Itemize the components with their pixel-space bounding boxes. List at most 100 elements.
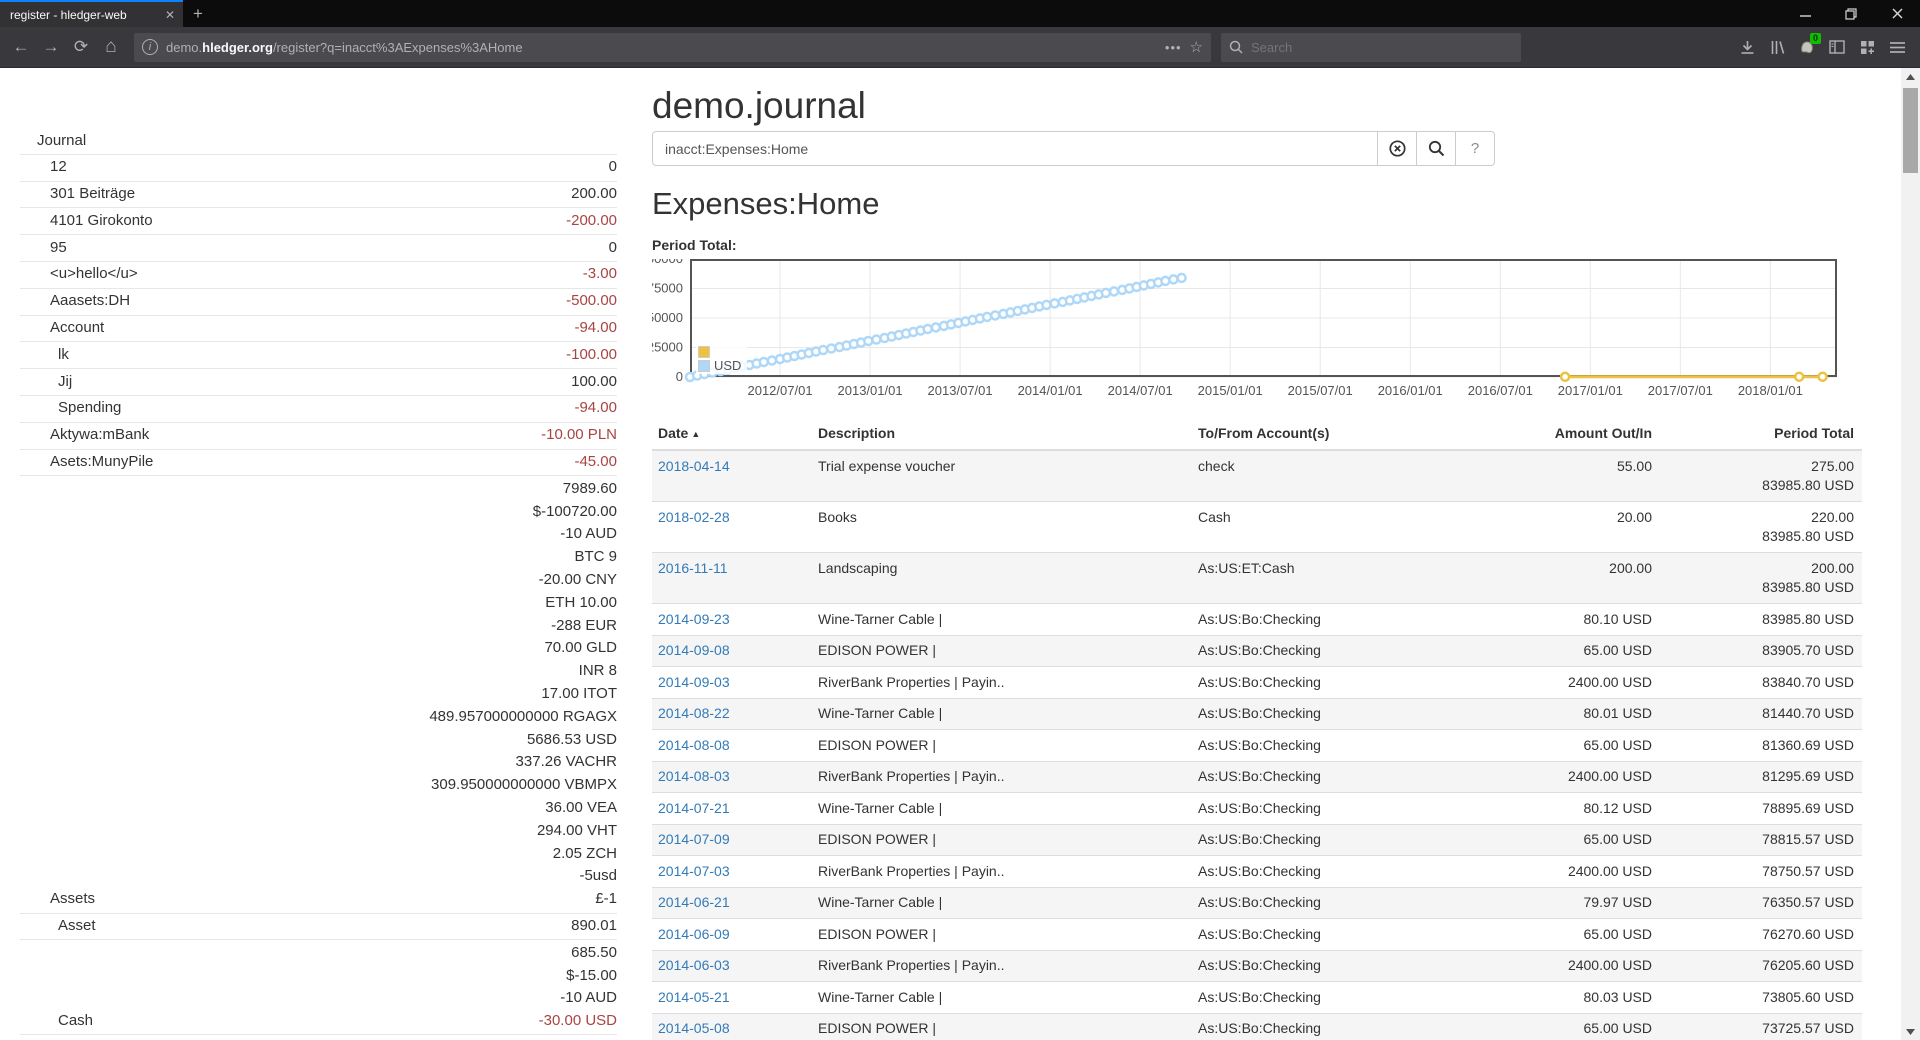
account-link[interactable]: Account <box>50 319 105 337</box>
register-row[interactable]: 2016-11-11 Landscaping As:US:ET:Cash 200.00… <box>652 552 1862 604</box>
scroll-down-icon[interactable] <box>1901 1023 1920 1040</box>
register-row[interactable]: 2014-09-23 Wine-Tarner Cable | As:US:Bo:Ch… <box>652 603 1862 635</box>
account-balance: -94.00 <box>574 399 617 417</box>
page-scrollbar[interactable] <box>1901 68 1920 1040</box>
sidebar-journal-row[interactable]: Journal <box>20 128 617 155</box>
clear-query-button[interactable] <box>1378 131 1417 166</box>
library-icon[interactable] <box>1762 32 1792 62</box>
transaction-date-link[interactable]: 2014-07-09 <box>658 831 730 847</box>
submit-search-button[interactable] <box>1417 131 1456 166</box>
transaction-date-link[interactable]: 2014-05-21 <box>658 988 730 1005</box>
register-row[interactable]: 2014-05-08 EDISON POWER | As:US:Bo:Checkin… <box>652 1012 1862 1040</box>
account-link[interactable]: <u>hello</u> <box>50 265 138 283</box>
query-input[interactable] <box>652 131 1378 166</box>
scrollbar-thumb[interactable] <box>1903 88 1918 173</box>
transaction-date-link[interactable]: 2014-08-08 <box>658 736 730 753</box>
transaction-date-link[interactable]: 2018-02-28 <box>658 508 730 525</box>
cell-period-total: 76350.57 USD <box>1660 886 1862 919</box>
period-total-chart[interactable]: 0 25000 50000 75000 100000 2012/07/01 2013/01/… <box>652 259 1837 399</box>
register-row[interactable]: 2014-09-08 EDISON POWER | As:US:Bo:Checkin… <box>652 634 1862 667</box>
col-description[interactable]: Description <box>812 419 1192 451</box>
transaction-date-link[interactable]: 2016-11-11 <box>658 559 728 576</box>
transaction-date-link[interactable]: 2014-07-03 <box>658 862 730 879</box>
transaction-date-link[interactable]: 2014-06-03 <box>658 957 730 973</box>
cell-period-total: 76270.60 USD <box>1660 918 1862 950</box>
extension-icon[interactable]: 0 <box>1792 32 1822 62</box>
forward-button[interactable]: → <box>42 37 60 56</box>
register-row[interactable]: 2014-08-03 RiverBank Properties | Payin..… <box>652 760 1862 793</box>
register-row[interactable]: 2014-07-03 RiverBank Properties | Payin..… <box>652 855 1862 887</box>
browser-search-bar[interactable] <box>1221 32 1521 62</box>
download-icon[interactable] <box>1732 32 1762 62</box>
transaction-date-link[interactable]: 2014-09-03 <box>658 673 730 690</box>
account-link[interactable]: Asets:MunyPile <box>50 453 154 471</box>
cell-account: check <box>1192 449 1460 502</box>
transaction-date-link[interactable]: 2018-04-14 <box>658 457 730 474</box>
account-balance: -94.00 <box>574 319 617 337</box>
back-button[interactable]: ← <box>12 37 30 56</box>
account-link[interactable]: 12 <box>50 158 67 176</box>
svg-text:2016/01/01: 2016/01/01 <box>1378 383 1443 398</box>
register-row[interactable]: 2014-06-03 RiverBank Properties | Payin..… <box>652 949 1862 982</box>
register-row[interactable]: 2014-09-03 RiverBank Properties | Payin..… <box>652 666 1862 698</box>
sidebar-toggle-icon[interactable] <box>1822 32 1852 62</box>
transaction-date-link[interactable]: 2014-07-21 <box>658 799 730 816</box>
col-account[interactable]: To/From Account(s) <box>1192 419 1460 451</box>
transaction-date-link[interactable]: 2014-09-08 <box>658 642 730 658</box>
page-actions-icon[interactable]: ••• <box>1164 39 1182 55</box>
scroll-up-icon[interactable] <box>1901 68 1920 85</box>
account-link[interactable]: Aktywa:mBank <box>50 426 150 444</box>
transaction-date-link[interactable]: 2014-08-22 <box>658 705 730 721</box>
cell-period-total: 220.00 83985.80 USD <box>1660 501 1862 553</box>
account-link[interactable]: Assets <box>50 890 96 908</box>
account-link[interactable]: 4101 Girokonto <box>50 211 153 229</box>
account-link[interactable]: Asset <box>58 917 96 934</box>
col-amount[interactable]: Amount Out/In <box>1460 419 1660 451</box>
register-row[interactable]: 2014-06-21 Wine-Tarner Cable | As:US:Bo:Ch… <box>652 886 1862 919</box>
bookmark-star-icon[interactable]: ☆ <box>1189 39 1203 56</box>
apps-grid-icon[interactable] <box>1852 32 1882 62</box>
register-row[interactable]: 2014-05-21 Wine-Tarner Cable | As:US:Bo:Ch… <box>652 981 1862 1013</box>
transaction-date-link[interactable]: 2014-09-23 <box>658 610 730 627</box>
account-link[interactable]: Spending <box>58 399 122 417</box>
col-period-total[interactable]: Period Total <box>1660 419 1862 451</box>
transaction-date-link[interactable]: 2014-06-21 <box>658 894 730 910</box>
sidebar-journal-link[interactable]: Journal <box>37 131 87 149</box>
account-row: 95 0 <box>20 235 617 262</box>
browser-search-input[interactable] <box>1251 39 1481 55</box>
home-icon[interactable]: ⌂ <box>105 36 117 57</box>
cell-description: EDISON POWER | <box>812 634 1192 667</box>
account-balance: 100.00 <box>571 372 617 390</box>
account-link[interactable]: Cash <box>58 1012 94 1030</box>
col-date[interactable]: Date ▲ <box>652 419 812 451</box>
site-info-icon[interactable]: i <box>142 39 158 55</box>
register-row[interactable]: 2014-07-21 Wine-Tarner Cable | As:US:Bo:Ch… <box>652 792 1862 824</box>
register-row[interactable]: 2014-07-09 EDISON POWER | As:US:Bo:Checkin… <box>652 823 1862 856</box>
transaction-date-link[interactable]: 2014-05-08 <box>658 1020 730 1036</box>
window-close-button[interactable] <box>1874 0 1920 27</box>
browser-tab[interactable]: register - hledger-web ✕ <box>0 0 183 27</box>
register-row[interactable]: 2014-08-22 Wine-Tarner Cable | As:US:Bo:Ch… <box>652 697 1862 730</box>
transaction-date-link[interactable]: 2014-06-09 <box>658 925 730 942</box>
transaction-date-link[interactable]: 2014-08-03 <box>658 768 730 784</box>
account-link[interactable]: 95 <box>50 238 67 256</box>
menu-hamburger-icon[interactable] <box>1882 32 1912 62</box>
new-tab-button[interactable]: + <box>193 3 203 23</box>
account-link[interactable]: Aaasets:DH <box>50 292 131 310</box>
url-bar[interactable]: i demo.hledger.org/register?q=inacct%3AE… <box>134 32 1211 62</box>
cell-description: EDISON POWER | <box>812 1012 1192 1040</box>
reload-icon[interactable]: ⟳ <box>73 37 89 56</box>
account-link[interactable]: Jij <box>58 372 73 390</box>
tab-close-icon[interactable]: ✕ <box>164 7 175 22</box>
window-restore-button[interactable] <box>1828 0 1874 27</box>
register-row[interactable]: 2014-08-08 EDISON POWER | As:US:Bo:Checkin… <box>652 729 1862 761</box>
cell-description: Wine-Tarner Cable | <box>812 697 1192 730</box>
cell-date: 2014-07-09 <box>652 823 812 856</box>
register-row[interactable]: 2014-06-09 EDISON POWER | As:US:Bo:Checkin… <box>652 918 1862 950</box>
account-link[interactable]: 301 Beiträge <box>50 185 136 203</box>
account-link[interactable]: lk <box>58 345 69 363</box>
register-row[interactable]: 2018-02-28 Books Cash 20.00 220.00 83985.80 U… <box>652 501 1862 553</box>
help-button[interactable]: ? <box>1456 131 1495 166</box>
register-row[interactable]: 2018-04-14 Trial expense voucher check 55.0… <box>652 449 1862 502</box>
window-minimize-button[interactable] <box>1782 0 1828 27</box>
